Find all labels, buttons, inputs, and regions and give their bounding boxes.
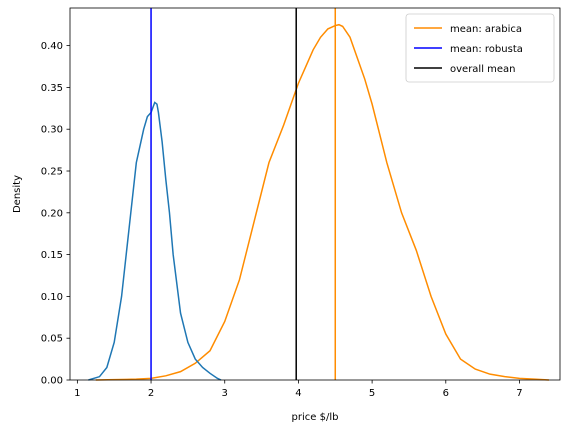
plot-frame — [69, 7, 561, 381]
y-tick-label: 0.05 — [41, 334, 63, 345]
y-tick-label: 0.30 — [41, 125, 63, 136]
axes: 1 2 3 4 5 6 7 0.00 0.05 0.10 0.15 0.20 0.25 0.30 0.35 0… — [41, 7, 561, 399]
density-curve-1 — [88, 101, 222, 381]
x-tick-label: 7 — [516, 388, 522, 399]
y-tick-label: 0.15 — [41, 250, 63, 261]
y-tick-label: 0.40 — [41, 41, 63, 52]
x-tick-label: 2 — [148, 388, 154, 399]
x-tick-label: 5 — [369, 388, 375, 399]
y-tick-label: 0.20 — [41, 208, 63, 219]
x-axis-label: price $/lb — [292, 412, 339, 423]
x-tick-label: 4 — [295, 388, 301, 399]
y-tick-label: 0.00 — [41, 376, 63, 387]
legend: mean: arabica mean: robusta overall mean — [405, 13, 555, 83]
y-tick-label: 0.25 — [41, 167, 63, 178]
legend-box — [405, 13, 555, 83]
x-tick-label: 6 — [443, 388, 449, 399]
y-axis-label: Density — [12, 175, 23, 213]
legend-label-2: overall mean — [450, 64, 516, 75]
y-tick-label: 0.35 — [41, 83, 63, 94]
legend-label-0: mean: arabica — [450, 24, 522, 35]
y-tick-label: 0.10 — [41, 292, 63, 303]
plot-area — [88, 8, 549, 381]
legend-label-1: mean: robusta — [450, 44, 523, 55]
x-tick-label: 3 — [222, 388, 228, 399]
x-tick-label: 1 — [74, 388, 80, 399]
